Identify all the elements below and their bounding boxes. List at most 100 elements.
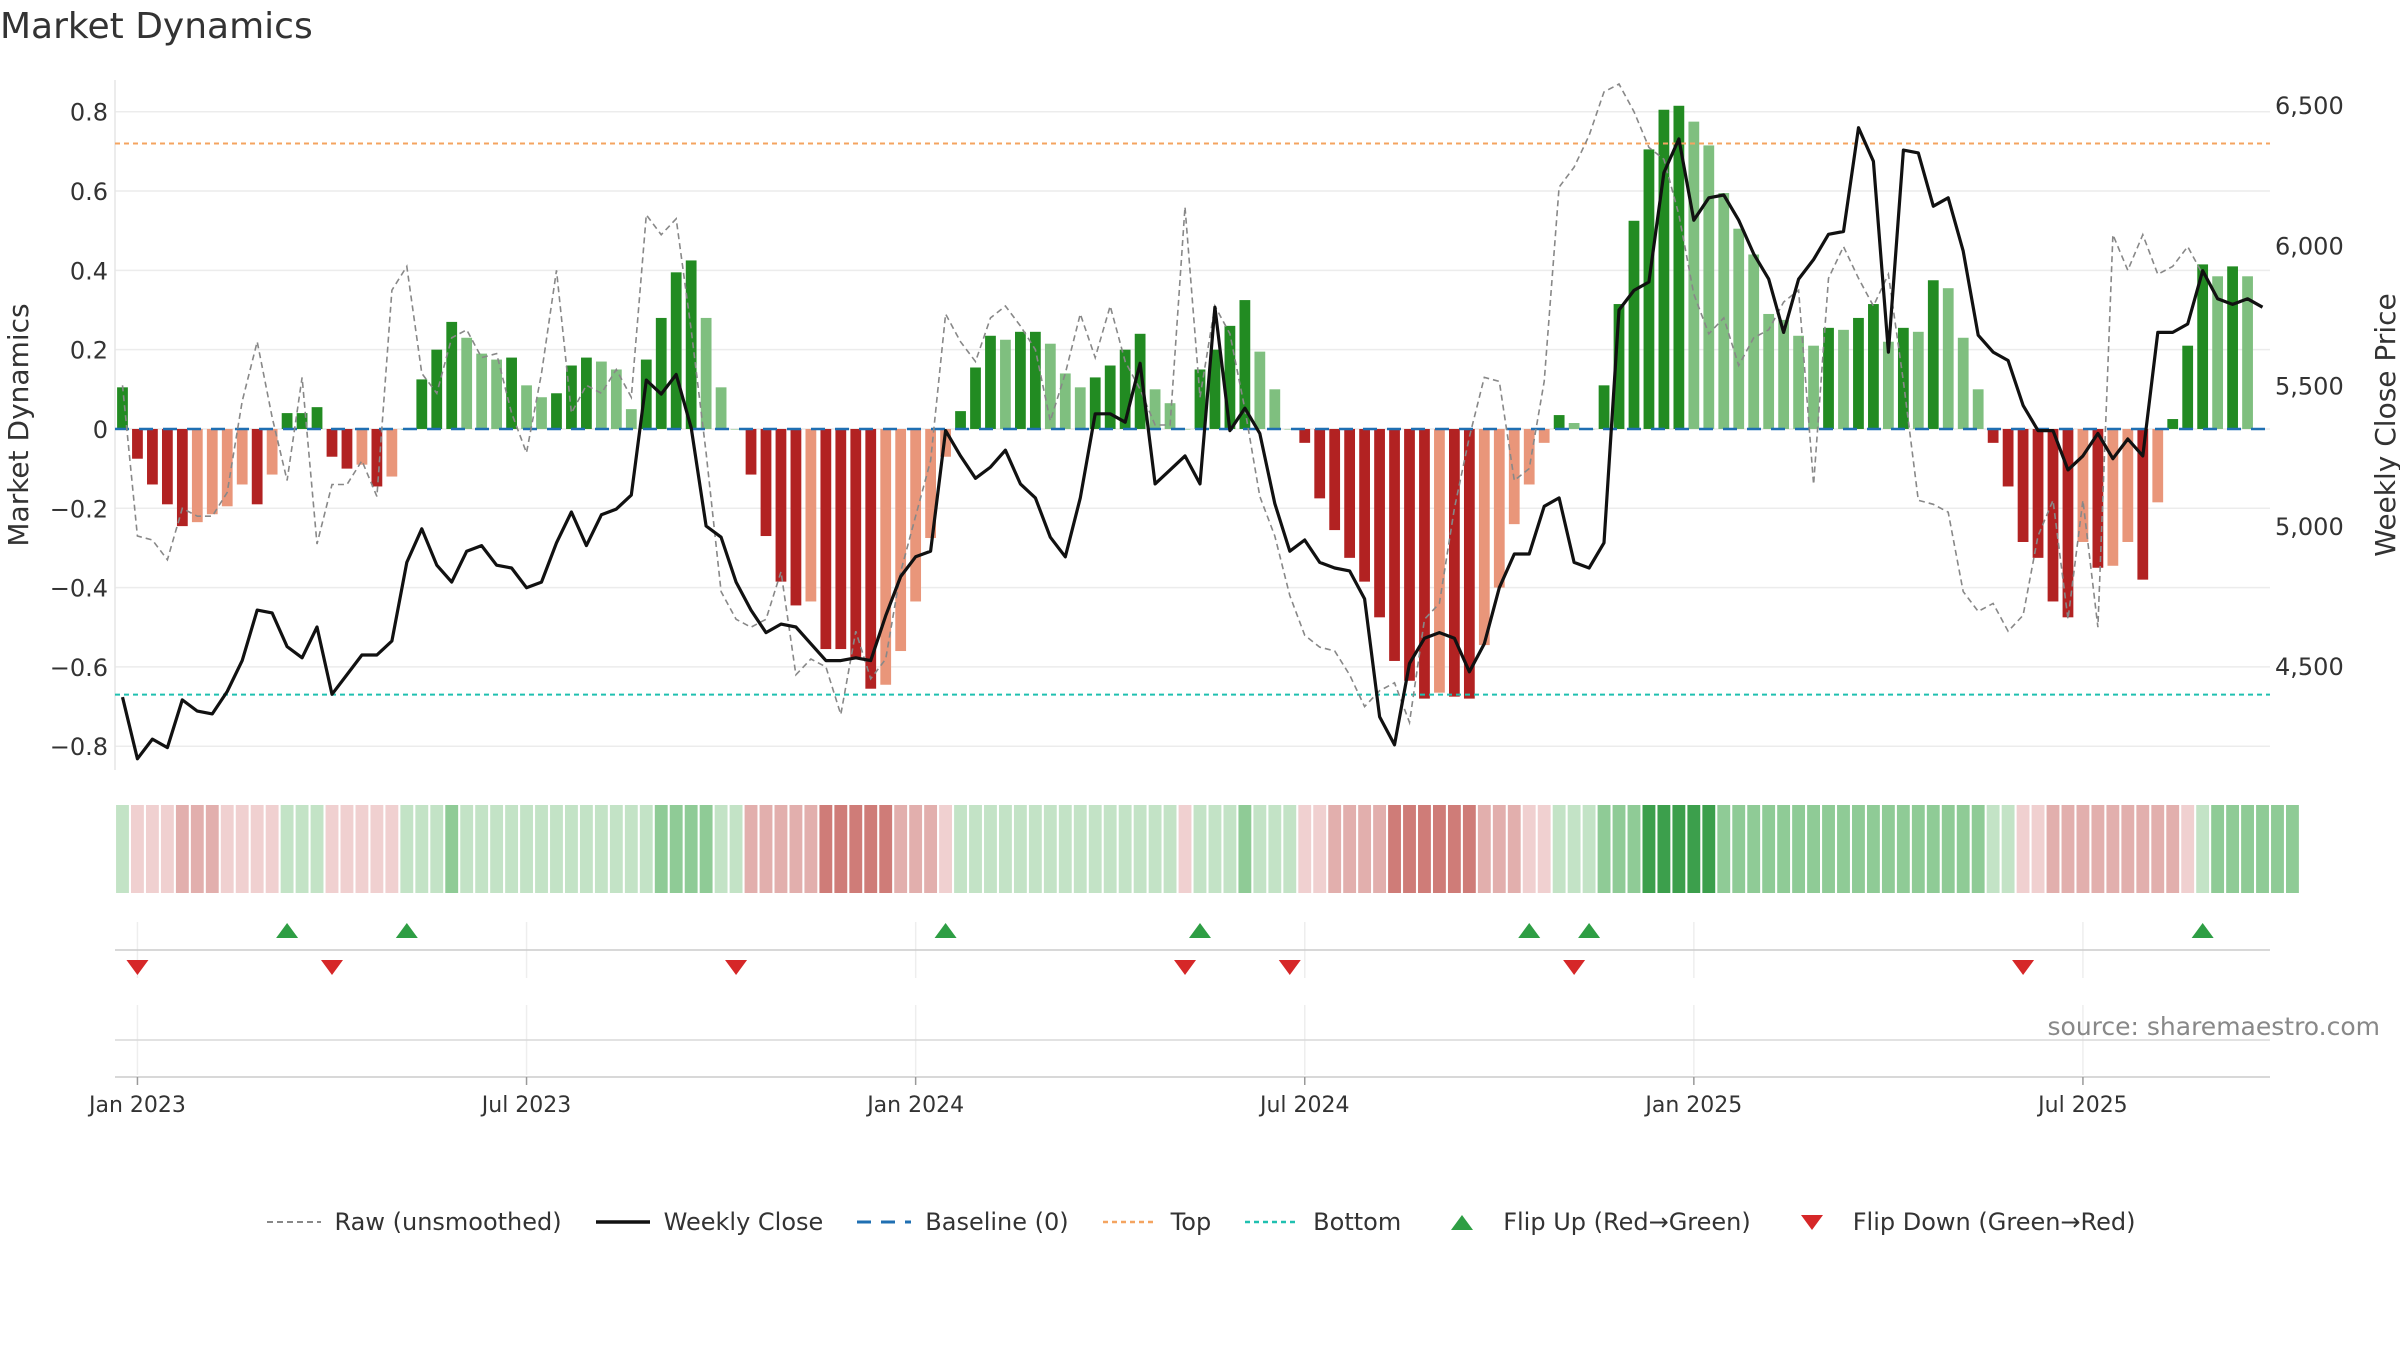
dynamics-bar	[2122, 428, 2134, 542]
regime-cell	[1657, 805, 1671, 893]
dynamics-bar	[1449, 428, 1460, 697]
regime-cell	[864, 805, 878, 893]
dynamics-bar	[970, 367, 981, 429]
flip-down-marker	[1563, 960, 1586, 975]
regime-cell	[1627, 805, 1641, 893]
regime-cell	[1418, 805, 1431, 893]
dynamics-bar	[1419, 428, 1430, 699]
regime-cell	[984, 805, 997, 893]
regime-cell	[190, 805, 204, 893]
y-tick-label: −0.2	[50, 495, 108, 523]
dynamics-bar	[730, 428, 742, 430]
regime-cell	[1956, 805, 1970, 893]
y-tick-label: 0	[93, 416, 108, 444]
regime-cell	[1238, 805, 1252, 893]
regime-cell	[879, 805, 893, 893]
dynamics-bar	[1868, 304, 1879, 429]
regime-cell	[355, 805, 369, 893]
legend-swatch	[266, 1221, 321, 1223]
regime-cell	[1762, 805, 1776, 893]
regime-cell	[2166, 805, 2180, 893]
legend-item-close: Weekly Close	[594, 1208, 823, 1236]
regime-cell	[2046, 805, 2060, 893]
regime-cell	[1073, 805, 1087, 893]
dynamics-bar	[2152, 428, 2164, 503]
dynamics-bar	[431, 349, 443, 429]
dynamics-bar	[1029, 331, 1041, 429]
regime-cell	[1343, 805, 1357, 893]
dynamics-bar	[221, 428, 233, 507]
dynamics-bar	[1463, 428, 1475, 699]
regime-cell	[849, 805, 863, 893]
regime-cell	[520, 805, 533, 893]
regime-cell	[535, 805, 548, 893]
regime-cell	[1672, 805, 1686, 893]
regime-cell	[1941, 805, 1955, 893]
regime-cell	[804, 805, 818, 893]
dynamics-bar	[1284, 428, 1296, 430]
regime-cell	[1732, 805, 1746, 893]
legend-item-baseline: Baseline (0)	[855, 1208, 1069, 1236]
dynamics-bar	[476, 353, 488, 429]
regime-cell	[594, 805, 608, 893]
dynamics-bar	[1808, 345, 1819, 429]
dynamics-bar	[1748, 254, 1760, 429]
dynamics-bar	[1314, 428, 1326, 499]
weekly-close-line	[120, 126, 2264, 761]
regime-cell	[1866, 805, 1880, 893]
regime-cell	[639, 805, 653, 893]
regime-cell	[205, 805, 219, 893]
dynamics-bar	[326, 428, 338, 457]
y-tick-label: 0.2	[70, 337, 108, 365]
flip-up-marker	[1578, 923, 1601, 938]
flip-up-marker	[1518, 923, 1541, 938]
regime-cell	[1822, 805, 1835, 893]
dynamics-bar	[1538, 428, 1550, 443]
x-tick-label: Jul 2025	[2036, 1093, 2128, 1118]
dynamics-bar	[2092, 428, 2104, 568]
dynamics-bar	[1089, 377, 1101, 429]
regime-cell	[385, 805, 399, 893]
dynamics-bar	[835, 428, 847, 650]
dynamics-bar	[1598, 385, 1610, 429]
regime-cell	[744, 805, 758, 893]
regime-cell	[729, 805, 743, 893]
dynamics-bar	[1434, 428, 1445, 693]
dynamics-bar	[2242, 276, 2253, 429]
regime-cell	[1507, 805, 1521, 893]
dynamics-bar	[700, 317, 712, 429]
dynamics-bar	[461, 337, 473, 429]
legend-swatch	[1102, 1220, 1157, 1224]
regime-cell	[1013, 805, 1027, 893]
dynamics-bar	[760, 428, 772, 537]
flip-down-marker	[320, 960, 343, 975]
dynamics-bar	[1972, 389, 1984, 429]
dynamics-bar	[715, 387, 727, 429]
raw-series-line	[121, 82, 2204, 726]
dynamics-bar	[386, 428, 398, 477]
regime-cell	[1058, 805, 1072, 893]
regime-cell	[1792, 805, 1806, 893]
dynamics-bar	[2047, 428, 2059, 602]
regime-cell	[1807, 805, 1820, 893]
regime-cell	[250, 805, 264, 893]
regime-cell	[1567, 805, 1581, 893]
dynamics-bar	[1718, 193, 1730, 429]
regime-cell	[1971, 805, 1985, 893]
regime-cell	[2106, 805, 2120, 893]
dynamics-bar	[1927, 280, 1939, 429]
dynamics-bar	[1329, 428, 1341, 531]
legend-label: Bottom	[1313, 1208, 1402, 1236]
flip-up-marker	[934, 923, 957, 938]
dynamics-bar	[2062, 428, 2074, 618]
regime-cell	[2256, 805, 2269, 893]
dynamics-bar	[1673, 105, 1685, 429]
dynamics-bar	[985, 335, 996, 429]
regime-cell	[759, 805, 773, 893]
regime-cell	[1852, 805, 1865, 893]
dynamics-bar	[551, 393, 562, 429]
regime-cell	[609, 805, 623, 893]
dynamics-bar	[610, 369, 622, 429]
regime-cell	[490, 805, 504, 893]
